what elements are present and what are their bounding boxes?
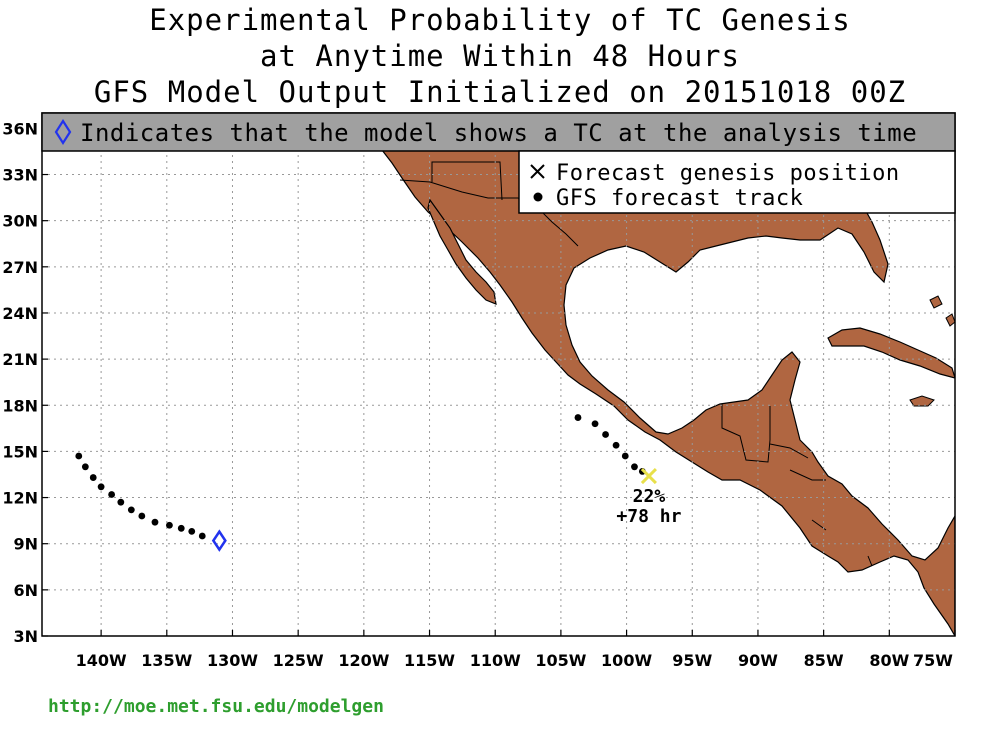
border-guatemala [721,404,771,463]
border-us-mexico [399,179,579,247]
track-point [591,420,599,428]
lon-label: 135W [141,651,192,670]
land-layer [381,113,955,636]
genesis-x-icon [640,467,657,485]
track-point [151,518,159,526]
analysis-tc-diamond-icon [211,529,227,552]
track-point [81,463,89,471]
title-line-3: GFS Model Output Initialized on 20151018… [93,75,907,109]
genesis-marker: 22% +78 hr [616,467,682,527]
land-baja-california [427,198,497,305]
legend: Forecast genesis position GFS forecast t… [518,150,956,214]
track-point [97,483,105,491]
lat-label: 9N [13,535,38,554]
lon-label: 130W [207,651,258,670]
track-point [574,414,582,421]
legend-track-label: GFS forecast track [556,186,803,211]
forecast-track-west [75,452,206,540]
lon-label: 140W [76,651,127,670]
footer-url[interactable]: http://moe.met.fsu.edu/modelgen [48,696,384,717]
title-line-1: Experimental Probability of TC Genesis [149,3,851,37]
track-point [621,452,629,460]
longitude-labels: 140W 135W 130W 125W 120W 115W 110W 105W 100W 95W 9… [76,651,954,670]
land-bahamas [929,295,955,327]
lat-label: 15N [2,442,38,461]
lat-label: 30N [2,212,38,231]
land-jamaica [909,395,935,407]
border-central-america [769,443,873,567]
lon-label: 100W [601,651,652,670]
track-point [75,452,83,460]
border-texas [431,161,503,201]
lon-label: 115W [404,651,455,670]
lon-label: 80W [869,651,909,670]
lat-label: 18N [2,396,38,415]
title-line-2: at Anytime Within 48 Hours [260,39,740,73]
lon-label: 105W [535,651,586,670]
lon-label: 90W [738,651,778,670]
lon-label: 125W [273,651,324,670]
land-mexico-central-america [381,113,955,636]
genesis-lead-time: +78 hr [616,506,681,527]
dot-icon [533,192,543,202]
analysis-banner: Indicates that the model shows a TC at t… [41,112,956,152]
track-point [89,474,97,481]
legend-box [518,150,956,214]
lon-label: 75W [913,651,953,670]
track-point [108,491,116,498]
banner-box [41,112,956,152]
land-cuba [827,327,955,379]
diamond-icon [54,118,72,146]
lat-label: 33N [2,166,38,185]
track-point [166,521,173,529]
track-point [631,463,638,471]
lon-label: 110W [470,651,521,670]
track-point [117,498,125,506]
lat-label: 3N [13,627,38,646]
genesis-probability: 22% [633,486,666,507]
track-point [602,431,609,438]
track-point [138,512,146,520]
lon-label: 120W [338,651,389,670]
banner-text: Indicates that the model shows a TC at t… [80,119,917,147]
lon-label: 85W [804,651,844,670]
track-point [198,532,206,540]
latitude-labels: 36N 33N 30N 27N 24N 21N 18N 15N 12N 9N 6N 3N [2,119,38,646]
legend-genesis-label: Forecast genesis position [556,161,900,186]
lat-label: 21N [2,350,38,369]
track-point [177,524,185,532]
lat-label: 12N [2,489,38,508]
lat-label: 6N [13,581,38,600]
lon-label: 95W [672,651,712,670]
lat-label: 27N [2,258,38,277]
track-point [127,506,135,514]
lat-label: 36N [2,119,38,138]
track-point [612,441,620,449]
x-mark-icon [530,164,545,179]
lat-label: 24N [2,304,38,323]
track-point [188,528,196,535]
